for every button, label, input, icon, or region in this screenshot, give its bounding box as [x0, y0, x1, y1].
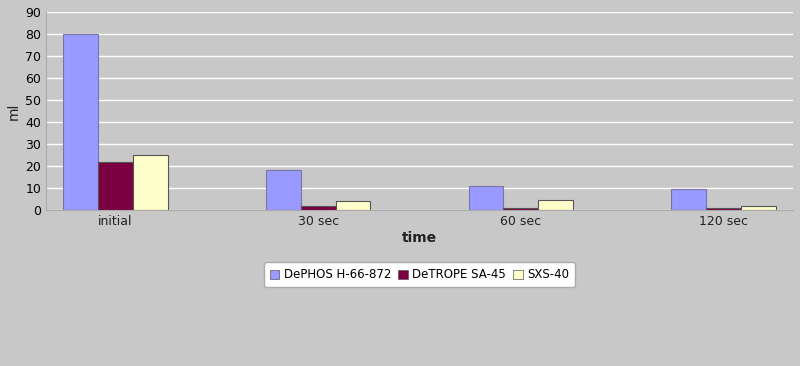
Bar	[266, 171, 301, 210]
Bar	[503, 208, 538, 210]
Bar	[706, 208, 741, 210]
Legend: DePHOS H-66-872, DeTROPE SA-45, SXS-40: DePHOS H-66-872, DeTROPE SA-45, SXS-40	[264, 262, 575, 287]
Bar	[538, 200, 573, 210]
Bar	[133, 155, 167, 210]
Bar	[469, 186, 503, 210]
Bar	[671, 189, 706, 210]
Bar	[335, 201, 370, 210]
Y-axis label: ml: ml	[7, 102, 21, 120]
Bar	[741, 206, 776, 210]
Bar	[301, 206, 335, 210]
Bar	[98, 161, 133, 210]
X-axis label: time: time	[402, 231, 437, 244]
Bar	[63, 34, 98, 210]
